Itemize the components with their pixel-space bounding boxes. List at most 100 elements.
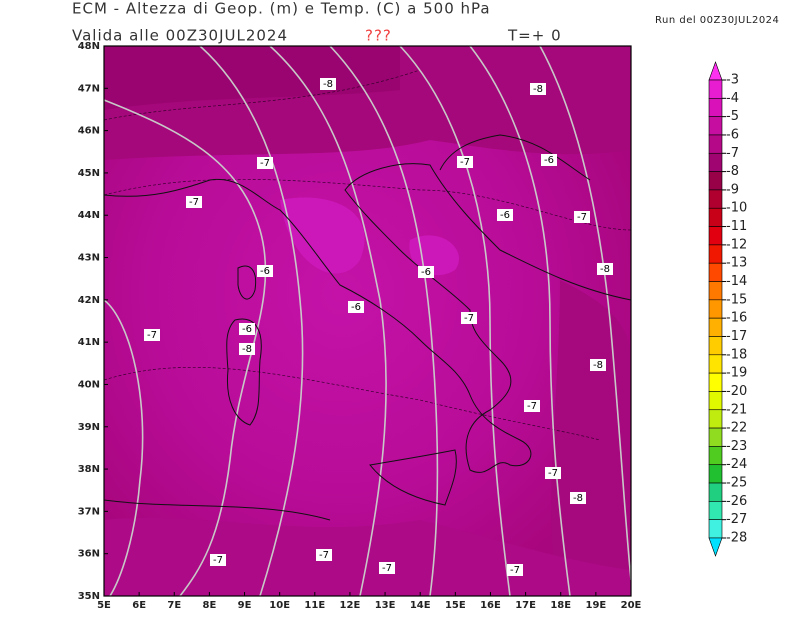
contour-label-bg bbox=[239, 343, 255, 355]
colorbar-label: -24 bbox=[726, 457, 747, 472]
contour-label-bg bbox=[457, 156, 473, 168]
lat-axis: 35N 36N 37N 38N 39N 40N 41N 42N 43N 44N 45N 46N 47N 4… bbox=[78, 41, 108, 602]
lat-label: 36N bbox=[78, 549, 100, 560]
flag: ??? bbox=[365, 27, 392, 45]
map-frame bbox=[103, 45, 632, 597]
lat-label: 47N bbox=[78, 83, 100, 94]
contour-label-bg bbox=[507, 564, 523, 576]
contour-label-bg bbox=[418, 266, 434, 278]
colorbar-label: -5 bbox=[726, 109, 739, 124]
contour-label-bg bbox=[524, 400, 540, 412]
lon-label: 16E bbox=[480, 600, 501, 611]
colorbar-box bbox=[708, 446, 723, 466]
colorbar-box bbox=[708, 98, 723, 117]
colorbar-label: -18 bbox=[726, 347, 747, 362]
lon-label: 8E bbox=[203, 600, 217, 611]
lat-label: 39N bbox=[78, 422, 100, 433]
contour-label-bg bbox=[597, 263, 613, 275]
lon-label: 13E bbox=[375, 600, 396, 611]
colorbar-label: -23 bbox=[726, 439, 747, 454]
colorbar-label: -15 bbox=[726, 292, 747, 307]
colorbar-label: -4 bbox=[726, 91, 739, 106]
lon-label: 9E bbox=[238, 600, 252, 611]
colorbar-box bbox=[708, 79, 723, 99]
colorbar-box bbox=[708, 372, 723, 392]
lat-label: 40N bbox=[78, 379, 100, 390]
colorbar-label: -11 bbox=[726, 219, 747, 234]
lon-label: 18E bbox=[550, 600, 571, 611]
colorbar-box bbox=[708, 317, 723, 337]
contour-label-bg bbox=[320, 78, 336, 90]
colorbar-label: -7 bbox=[726, 146, 739, 161]
colorbar-box bbox=[708, 281, 723, 301]
lon-label: 5E bbox=[97, 600, 111, 611]
lat-label: 42N bbox=[78, 295, 100, 306]
contour-label: -7 bbox=[510, 565, 520, 576]
colorbar-label: -16 bbox=[726, 311, 747, 326]
lon-label: 19E bbox=[585, 600, 606, 611]
contour-label-bg bbox=[541, 154, 557, 166]
colorbar-label: -25 bbox=[726, 476, 747, 491]
contour-label: -7 bbox=[260, 158, 270, 169]
contour-label: -7 bbox=[189, 197, 199, 208]
colorbar-label: -26 bbox=[726, 494, 747, 509]
colorbar-label: -14 bbox=[726, 274, 747, 289]
forecast-step: T=+ 0 bbox=[507, 27, 562, 45]
colorbar-box bbox=[708, 226, 723, 246]
contour-labels: -8 -8 -7 -6 -7 -7 -6 -7 -8 -6 -6 -6 -7 -7 -6 -8 -8 -7 -7 -8… bbox=[144, 78, 613, 576]
contour-label: -7 bbox=[319, 550, 329, 561]
lat-label: 35N bbox=[78, 591, 100, 602]
contour-label: -6 bbox=[421, 267, 431, 278]
colorbar-label: -13 bbox=[726, 256, 747, 271]
lon-label: 15E bbox=[445, 600, 466, 611]
contour-label-bg bbox=[239, 323, 255, 335]
lat-label: 44N bbox=[78, 210, 100, 221]
lon-label: 6E bbox=[132, 600, 146, 611]
contour-label: -6 bbox=[544, 155, 554, 166]
contour-label-bg bbox=[186, 196, 202, 208]
colorbar-label: -10 bbox=[726, 201, 747, 216]
colorbar-label: -20 bbox=[726, 384, 747, 399]
contour-label-bg bbox=[590, 359, 606, 371]
lat-label: 37N bbox=[78, 506, 100, 517]
contour-label: -7 bbox=[464, 313, 474, 324]
colorbar-box bbox=[708, 427, 723, 447]
lat-label: 41N bbox=[78, 337, 100, 348]
colorbar-box bbox=[708, 189, 723, 209]
colorbar-box bbox=[708, 501, 723, 520]
contour-label: -7 bbox=[382, 563, 392, 574]
colorbar-cap bbox=[708, 61, 723, 81]
contour-label-bg bbox=[545, 467, 561, 479]
contour-label: -6 bbox=[242, 324, 252, 335]
contour-label: -7 bbox=[147, 330, 157, 341]
colorbar-box bbox=[708, 391, 723, 411]
colorbar-box bbox=[708, 464, 723, 484]
contour-label-bg bbox=[497, 209, 513, 221]
contour-label: -7 bbox=[460, 157, 470, 168]
colorbar-label: -22 bbox=[726, 421, 747, 436]
contour-label: -7 bbox=[548, 468, 558, 479]
contour-label: -8 bbox=[600, 264, 610, 275]
colorbar-box bbox=[708, 336, 723, 356]
contour-label: -6 bbox=[260, 266, 270, 277]
colorbar-label: -3 bbox=[726, 73, 739, 88]
lon-label: 12E bbox=[340, 600, 361, 611]
colorbar-label: -28 bbox=[726, 531, 747, 546]
contour-label: -6 bbox=[500, 210, 510, 221]
colorbar-box bbox=[708, 354, 723, 374]
colorbar-box bbox=[708, 171, 723, 191]
colorbar-label: -6 bbox=[726, 127, 739, 142]
contour-label: -6 bbox=[351, 302, 361, 313]
lon-label: 7E bbox=[167, 600, 181, 611]
contour-label-bg bbox=[379, 562, 395, 574]
contour-label-bg bbox=[461, 312, 477, 324]
colorbar-box bbox=[708, 244, 723, 264]
lat-label: 48N bbox=[78, 41, 100, 52]
lon-label: 14E bbox=[410, 600, 431, 611]
lon-label: 17E bbox=[515, 600, 536, 611]
title: ECM - Altezza di Geop. (m) e Temp. (C) a… bbox=[72, 0, 491, 18]
contour-label-bg bbox=[348, 301, 364, 313]
contour-label-bg bbox=[144, 329, 160, 341]
colorbar-cap bbox=[708, 537, 723, 557]
